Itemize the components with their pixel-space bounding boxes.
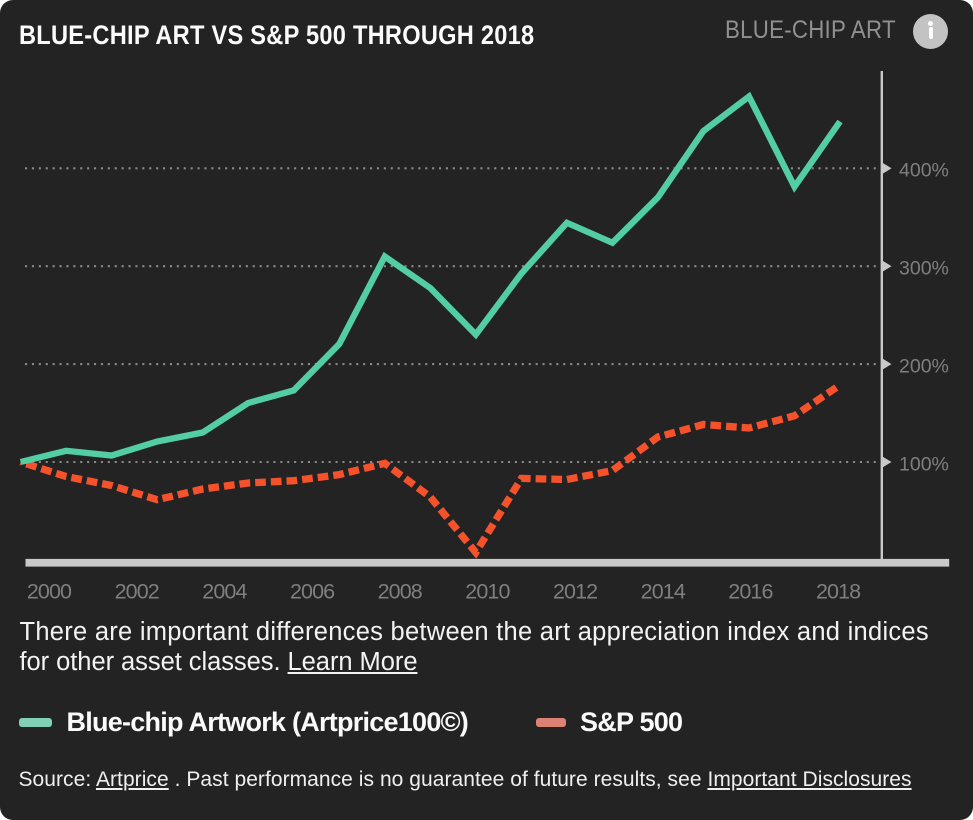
svg-text:2014: 2014 bbox=[641, 579, 686, 603]
svg-text:2012: 2012 bbox=[553, 579, 597, 603]
svg-text:200%: 200% bbox=[899, 355, 949, 377]
svg-text:2016: 2016 bbox=[728, 579, 773, 603]
svg-text:2000: 2000 bbox=[27, 579, 72, 603]
svg-text:2008: 2008 bbox=[378, 579, 423, 603]
svg-text:2018: 2018 bbox=[816, 579, 861, 603]
svg-text:300%: 300% bbox=[899, 258, 949, 280]
svg-text:400%: 400% bbox=[899, 160, 949, 182]
svg-text:2010: 2010 bbox=[465, 579, 510, 603]
svg-text:100%: 100% bbox=[899, 453, 949, 475]
svg-text:2004: 2004 bbox=[202, 579, 247, 603]
svg-text:2006: 2006 bbox=[290, 579, 335, 603]
svg-text:2002: 2002 bbox=[115, 579, 159, 603]
